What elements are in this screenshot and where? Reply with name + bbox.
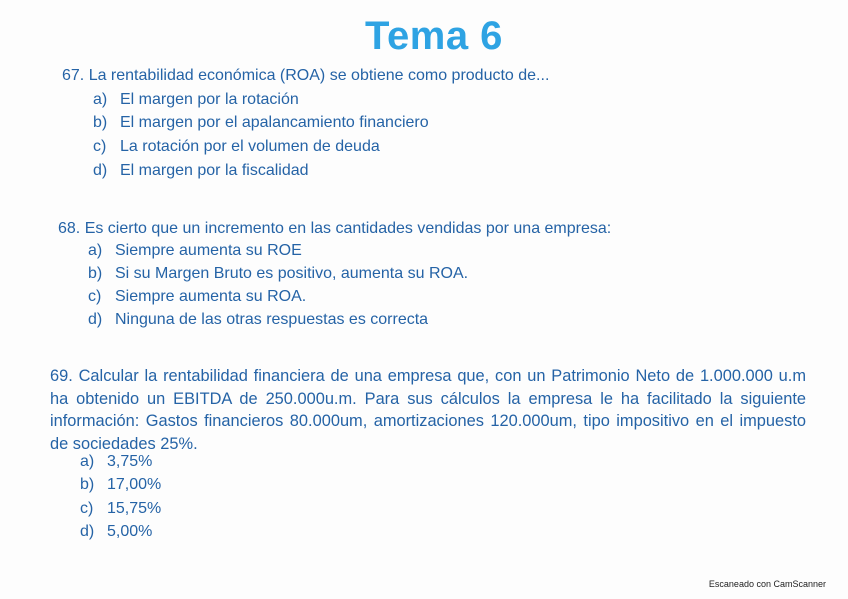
option-letter: a) [88,242,103,259]
option-letter: b) [88,265,103,282]
option-68-a: a) Siempre aumenta su ROE [88,242,302,260]
option-67-b: b) El margen por el apalancamiento financ… [93,114,429,132]
option-letter: c) [80,500,94,517]
option-letter: d) [80,523,95,540]
option-text: Siempre aumenta su ROE [115,242,302,259]
option-text: La rotación por el volumen de deuda [120,138,380,155]
page-title: Tema 6 [365,14,503,58]
option-letter: d) [88,311,103,328]
option-69-b: b) 17,00% [80,476,161,494]
option-68-b: b) Si su Margen Bruto es positivo, aument… [88,265,468,283]
option-text: Siempre aumenta su ROA. [115,288,307,305]
option-text: 3,75% [107,453,153,470]
option-text: 5,00% [107,523,153,540]
option-text: El margen por el apalancamiento financie… [120,114,429,131]
option-text: 15,75% [107,500,162,517]
question-68: 68. Es cierto que un incremento en las c… [58,220,612,237]
option-letter: a) [80,453,95,470]
scanner-watermark: Escaneado con CamScanner [708,579,826,589]
option-letter: b) [80,476,95,493]
option-69-c: c) 15,75% [80,500,161,518]
option-text: El margen por la fiscalidad [120,162,309,179]
option-letter: c) [93,138,107,155]
option-67-a: a) El margen por la rotación [93,91,299,109]
option-text: 17,00% [107,476,162,493]
question-69: 69. Calcular la rentabilidad financiera … [50,367,806,453]
option-68-c: c) Siempre aumenta su ROA. [88,288,306,306]
option-letter: b) [93,114,108,131]
option-67-c: c) La rotación por el volumen de deuda [93,138,380,156]
option-text: Ninguna de las otras respuestas es corre… [115,311,429,328]
option-letter: a) [93,91,108,108]
option-text: Si su Margen Bruto es positivo, aumenta … [115,265,469,282]
option-letter: c) [88,288,102,305]
option-69-a: a) 3,75% [80,453,152,471]
option-text: El margen por la rotación [120,91,299,108]
option-69-d: d) 5,00% [80,523,152,541]
option-67-d: d) El margen por la fiscalidad [93,162,309,180]
option-letter: d) [93,162,108,179]
question-67: 67. La rentabilidad económica (ROA) se o… [62,67,550,84]
option-68-d: d) Ninguna de las otras respuestas es cor… [88,311,428,329]
